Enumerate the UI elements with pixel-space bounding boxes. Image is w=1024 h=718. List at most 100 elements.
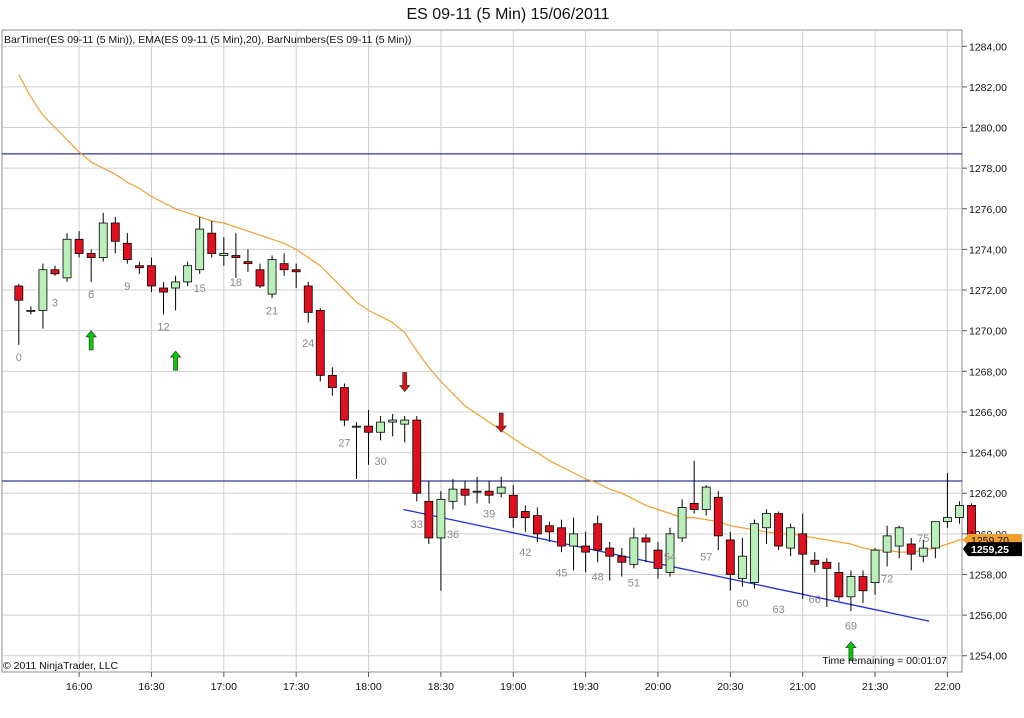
copyright-label: © 2011 NinjaTrader, LLC — [3, 660, 119, 672]
candle-body — [918, 547, 928, 557]
candle-body — [147, 265, 156, 287]
x-tick-label: 21:30 — [862, 681, 888, 693]
candle-body — [267, 259, 277, 295]
x-tick-label: 18:00 — [355, 681, 381, 693]
bar-number-label: 63 — [772, 604, 784, 616]
y-tick-label: 1270,00 — [969, 326, 1007, 338]
x-tick-label: 19:00 — [500, 681, 526, 693]
y-tick-label: 1256,00 — [969, 610, 1007, 622]
y-tick-label: 1258,00 — [969, 569, 1007, 581]
candle-body — [412, 419, 422, 494]
candle-body — [86, 253, 96, 258]
candle-body — [882, 535, 892, 553]
bar-number-label: 51 — [628, 578, 640, 590]
bar-number-label: 54 — [664, 551, 676, 563]
candle-body — [846, 576, 856, 598]
bar-number-label: 45 — [555, 568, 567, 580]
candle-body — [98, 222, 108, 258]
bar-number-label: 30 — [374, 456, 386, 468]
candle-body — [629, 537, 639, 565]
bar-number-label: 60 — [736, 598, 748, 610]
bar-number-label: 6 — [88, 289, 94, 301]
candle-body — [725, 539, 735, 575]
candle-body — [569, 533, 578, 547]
bar-number-label: 75 — [917, 533, 929, 545]
candle-body — [617, 555, 627, 563]
candle-body — [243, 261, 253, 265]
candle-body — [424, 500, 434, 539]
candle-body — [810, 559, 820, 565]
bar-number-label: 42 — [519, 547, 531, 559]
x-tick-label: 21:00 — [790, 681, 816, 693]
candle-body — [689, 502, 699, 510]
candle-body — [207, 232, 217, 254]
candle-body — [750, 523, 759, 584]
y-tick-label: 1278,00 — [969, 163, 1007, 175]
candle-body — [436, 498, 446, 539]
candle-body — [701, 486, 711, 510]
bar-number-label: 33 — [411, 519, 423, 531]
candle-body — [798, 533, 808, 555]
candle-body — [255, 269, 265, 287]
time-remaining-label: Time remaining = 00:01:07 — [822, 655, 947, 667]
x-tick-label: 19:30 — [572, 681, 598, 693]
y-tick-label: 1280,00 — [969, 123, 1007, 135]
candle-body — [955, 505, 964, 518]
bar-number-label: 24 — [302, 338, 314, 350]
candle-body — [376, 421, 386, 433]
candle-body — [327, 374, 337, 388]
candle-body — [870, 549, 880, 584]
x-tick-label: 16:30 — [138, 681, 164, 693]
bar-number-label: 48 — [592, 572, 604, 584]
y-tick-label: 1276,00 — [969, 204, 1007, 216]
grid — [2, 30, 962, 672]
candle-body — [894, 527, 904, 547]
candle-body — [364, 425, 373, 433]
candle-body — [340, 387, 349, 421]
candle-body — [74, 238, 84, 254]
x-tick-label: 17:00 — [211, 681, 237, 693]
bar-number-label: 15 — [194, 283, 206, 295]
indicator-legend: BarTimer(ES 09-11 (5 Min)), EMA(ES 09-11… — [4, 34, 411, 46]
candle-body — [26, 309, 36, 312]
candle-body — [677, 507, 687, 539]
bar-number-label: 12 — [157, 322, 169, 334]
candle-body — [110, 222, 120, 242]
candle-body — [520, 511, 530, 518]
x-tick-label: 16:00 — [66, 681, 92, 693]
candle-body — [303, 285, 313, 313]
candle-body — [62, 238, 72, 279]
bar-number-label: 18 — [230, 277, 242, 289]
candle-body — [159, 287, 168, 293]
candle-body — [134, 265, 144, 269]
x-tick-label: 20:00 — [645, 681, 671, 693]
x-axis: 16:00 16:30 17:00 17:30 18:00 18:30 19:00 19:30… — [66, 672, 961, 693]
candle-body — [38, 269, 48, 311]
bar-number-label: 36 — [447, 529, 459, 541]
bar-number-label: 69 — [845, 620, 857, 632]
candle-body — [605, 547, 615, 557]
candle-body — [508, 494, 518, 518]
x-tick-label: 20:30 — [717, 681, 743, 693]
candle-body — [593, 523, 603, 551]
y-axis: 1284,00 1282,00 1280,00 1278,00 1276,00 1274,… — [962, 41, 1007, 663]
down-arrow-icon — [495, 412, 507, 433]
candle-body — [460, 488, 470, 496]
y-tick-label: 1268,00 — [969, 366, 1007, 378]
bar-number-label: 39 — [483, 509, 495, 521]
candle-body — [291, 269, 301, 273]
bar-number-label: 66 — [809, 594, 821, 606]
bar-number-label: 57 — [700, 551, 712, 563]
candle-body — [822, 561, 832, 569]
candle-body — [388, 419, 398, 423]
bar-number-label: 0 — [16, 352, 22, 364]
y-tick-label: 1272,00 — [969, 285, 1007, 297]
down-arrow-icon — [398, 372, 411, 393]
candle-body — [545, 525, 554, 533]
bar-number-label: 3 — [52, 297, 58, 309]
candle-body — [122, 242, 132, 260]
candle-body — [352, 425, 361, 428]
